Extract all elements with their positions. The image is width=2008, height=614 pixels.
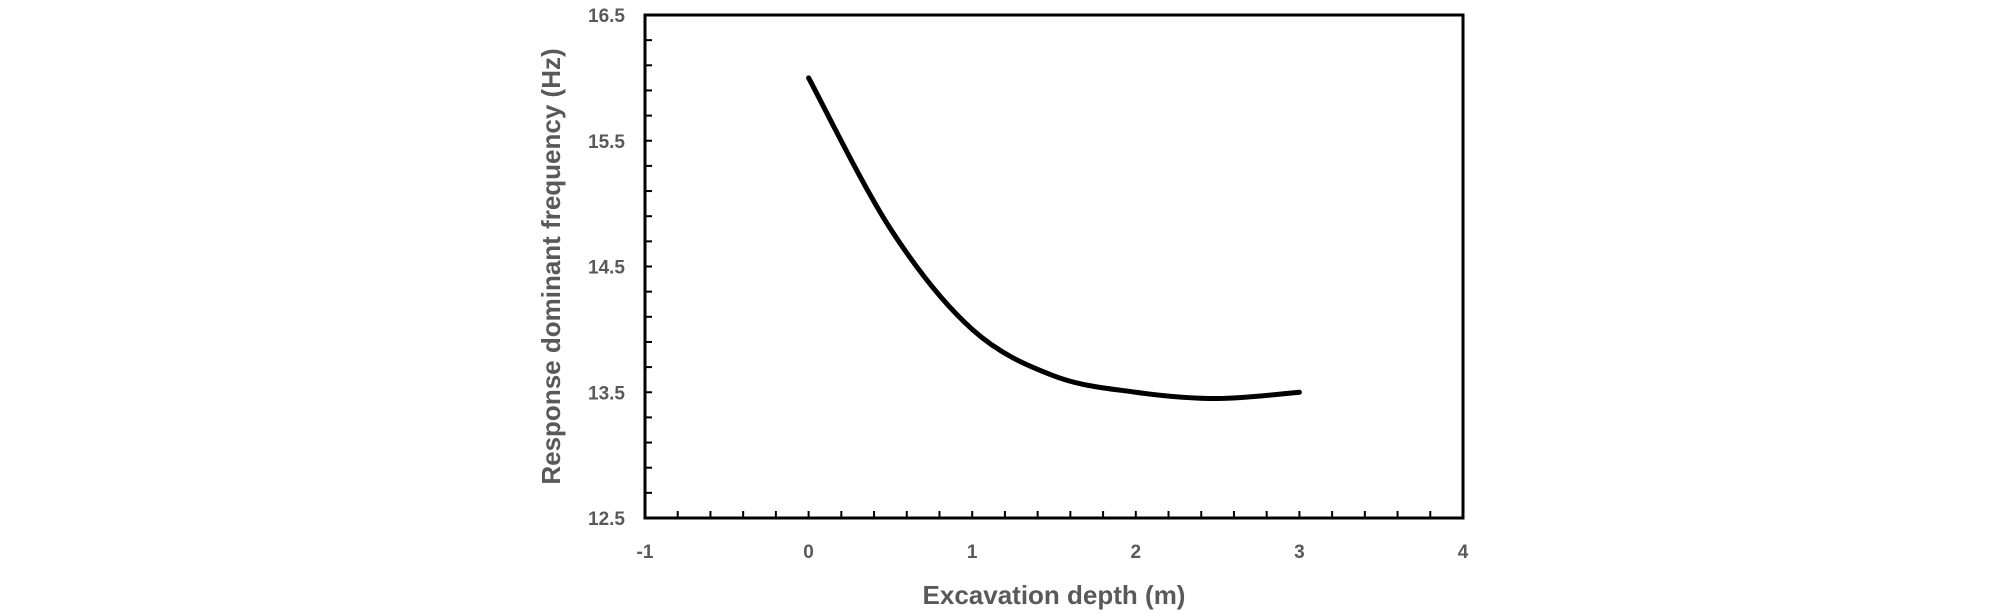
y-tick-label: 14.5 bbox=[588, 258, 625, 279]
minor-ticks bbox=[645, 39, 1432, 518]
y-axis-title: Response dominant frequency (Hz) bbox=[536, 48, 566, 484]
x-axis-tick-labels: -1 0 1 2 3 4 bbox=[637, 542, 1469, 563]
series-line-0 bbox=[806, 75, 1302, 402]
x-tick-label: -1 bbox=[637, 542, 654, 563]
x-axis-title: Excavation depth (m) bbox=[923, 580, 1186, 610]
y-tick-label: 12.5 bbox=[588, 509, 625, 530]
x-tick-label: 1 bbox=[967, 542, 978, 563]
plot-frame bbox=[643, 13, 1465, 520]
series-layer bbox=[806, 75, 1302, 402]
y-tick-label: 15.5 bbox=[588, 132, 625, 153]
y-axis-tick-labels: 12.5 13.5 14.5 15.5 16.5 bbox=[588, 6, 625, 530]
plot-area bbox=[643, 13, 1465, 520]
x-tick-label: 2 bbox=[1131, 542, 1142, 563]
x-tick-label: 4 bbox=[1458, 542, 1469, 563]
y-tick-label: 16.5 bbox=[588, 6, 625, 27]
x-tick-label: 3 bbox=[1294, 542, 1305, 563]
y-tick-label: 13.5 bbox=[588, 383, 625, 404]
x-tick-label: 0 bbox=[803, 542, 814, 563]
